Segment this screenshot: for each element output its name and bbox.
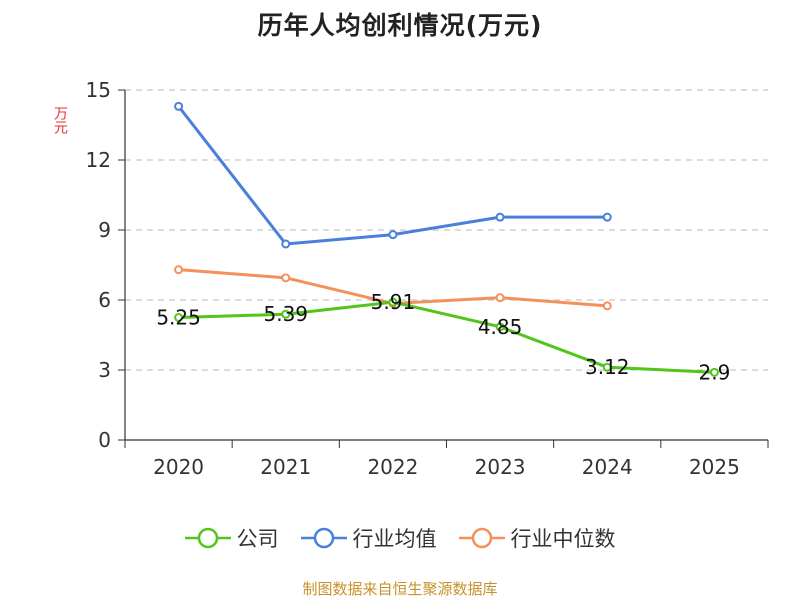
x-tick-label-2024: 2024 — [582, 455, 633, 479]
series-line-0 — [178, 300, 715, 374]
legend-label-industry-mean: 行业均值 — [352, 527, 437, 551]
y-tick-label-12: 12 — [86, 148, 111, 172]
point-2-2020 — [174, 265, 184, 275]
data-label-2024: 3.12 — [585, 355, 630, 379]
x-tick-label-2020: 2020 — [153, 455, 204, 479]
x-tick-label-2022: 2022 — [367, 455, 418, 479]
x-tick-label-2021: 2021 — [260, 455, 311, 479]
legend: 公司 行业均值 行业中位数 — [0, 520, 800, 556]
point-1-2022 — [388, 230, 398, 240]
y-tick-label-3: 3 — [98, 358, 111, 382]
y-tick-label-15: 15 — [86, 78, 111, 102]
data-labels: 5.25 5.39 5.91 4.85 3.12 2.9 — [156, 290, 730, 384]
legend-label-industry-median: 行业中位数 — [510, 527, 616, 551]
series-lines — [177, 105, 715, 374]
series-points — [174, 101, 719, 377]
point-0-2020 — [174, 313, 184, 322]
legend-industry-mean-marker — [300, 527, 347, 549]
y-tick-label-9: 9 — [98, 218, 111, 242]
point-0-2025 — [709, 367, 719, 377]
chart-title: 历年人均创利情况(万元) — [257, 11, 543, 40]
x-tick-label-2023: 2023 — [475, 455, 526, 479]
point-2-2024 — [602, 301, 612, 311]
data-label-2025: 2.9 — [699, 360, 731, 384]
point-1-2023 — [495, 212, 505, 222]
y-tick-label-0: 0 — [98, 428, 111, 452]
legend-industry-median-marker — [458, 527, 505, 549]
data-label-2021: 5.39 — [263, 302, 308, 326]
legend-item-company[interactable]: 公司 — [184, 523, 279, 553]
point-1-2024 — [602, 212, 612, 222]
point-0-2023 — [495, 322, 505, 332]
data-label-2023: 4.85 — [478, 315, 523, 339]
legend-item-industry-median[interactable]: 行业中位数 — [458, 523, 616, 553]
tick-labels: 0 3 6 9 12 15 2020 2021 2022 2023 2024 2025 — [86, 78, 740, 479]
point-1-2020 — [174, 101, 184, 111]
y-tick-label-6: 6 — [98, 288, 111, 312]
point-2-2023 — [495, 293, 505, 303]
axes — [118, 89, 769, 448]
point-2-2021 — [281, 273, 291, 283]
legend-item-industry-mean[interactable]: 行业均值 — [300, 523, 437, 553]
gridlines — [125, 89, 768, 371]
point-0-2024 — [602, 362, 612, 372]
point-1-2021 — [281, 239, 291, 249]
point-0-2022 — [388, 297, 398, 307]
data-source-note: 制图数据来自恒生聚源数据库 — [302, 580, 498, 598]
y-axis-label: 万元 — [52, 106, 68, 134]
data-label-2020: 5.25 — [156, 306, 201, 330]
series-line-1 — [177, 105, 608, 246]
point-0-2021 — [281, 309, 291, 319]
x-tick-label-2025: 2025 — [689, 455, 740, 479]
data-label-2022: 5.91 — [371, 290, 416, 314]
legend-label-company: 公司 — [236, 527, 279, 551]
legend-company-marker — [184, 527, 231, 549]
